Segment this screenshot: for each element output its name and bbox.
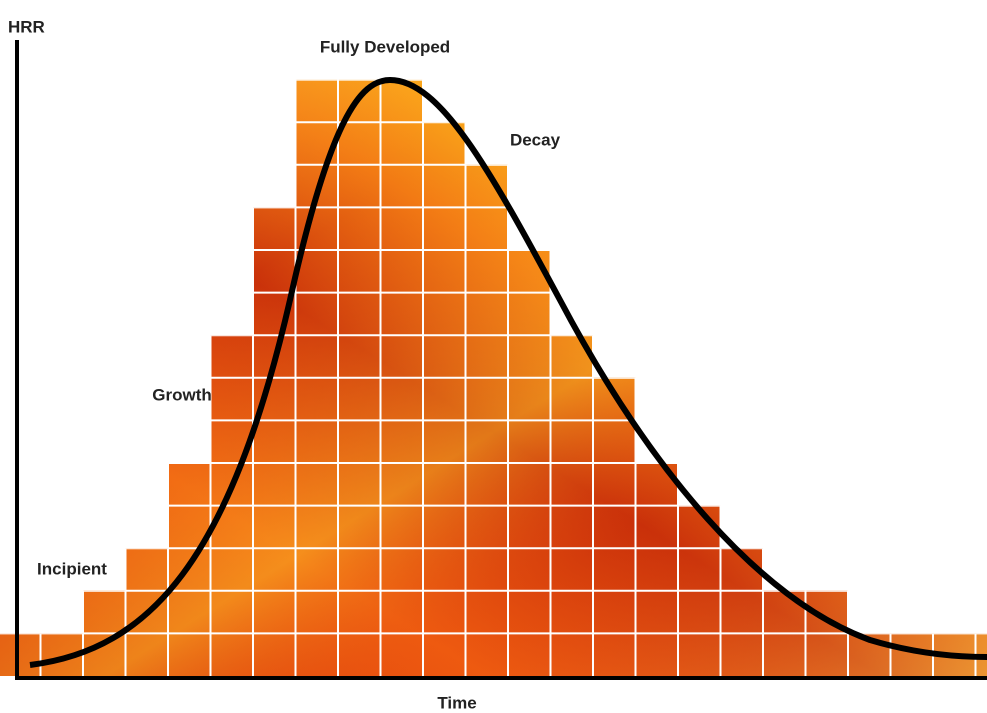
diagram: HRR Time Incipient Growth Fully Develope… [0,0,987,713]
stage-label: Fully Developed [320,37,450,56]
stage-label: Incipient [37,559,107,578]
fire-highlight [0,60,987,680]
fire-blocks [0,60,987,680]
stage-label: Decay [510,130,561,149]
y-axis-label: HRR [8,17,45,36]
x-axis-label: Time [437,693,476,712]
page: HRR Time Incipient Growth Fully Develope… [0,0,987,713]
stage-label: Growth [152,385,212,404]
